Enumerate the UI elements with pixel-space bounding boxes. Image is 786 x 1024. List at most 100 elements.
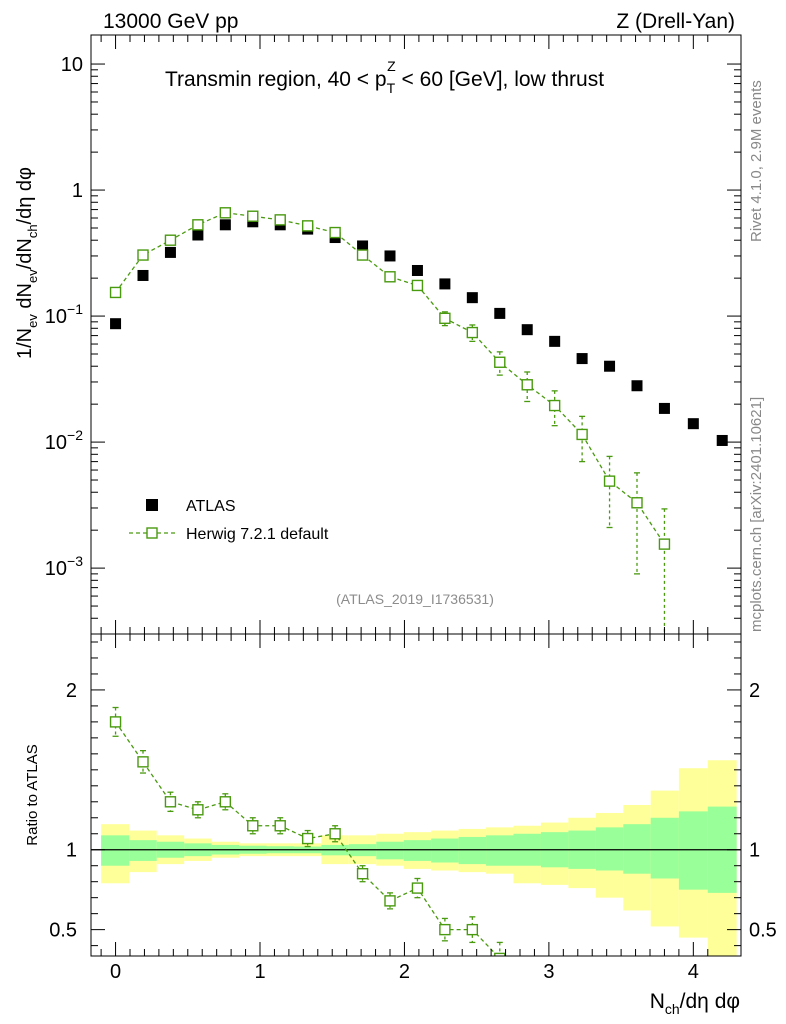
ratio-data-point (164, 796, 177, 808)
stat-uncertainty-band (595, 827, 624, 871)
x-axis-label: Nch/dη dφ (650, 990, 740, 1017)
ylabel-part-3: ev (25, 269, 40, 283)
stat-uncertainty-band (376, 841, 404, 860)
ratio-axis-ticks (91, 634, 741, 956)
ratio-tick-labels: 0.5 0.5 1 1 2 2 0 1 2 3 4 (49, 680, 777, 983)
ylabel-part-5: ch (25, 224, 40, 238)
atlas-data-point (110, 318, 122, 330)
atlas-data-point (716, 434, 728, 446)
collision-energy-label: 13000 GeV pp (103, 10, 238, 33)
main-data-layer (109, 207, 728, 634)
stat-uncertainty-band (101, 835, 130, 866)
analysis-label: (ATLAS_2019_I1736531) (336, 591, 494, 607)
main-title: Transmin region, 40 < pTZ < 60 [GeV], lo… (165, 58, 604, 96)
ratio-data-point (384, 895, 396, 907)
main-y-tick-label: 10−3 (45, 553, 83, 580)
ratio-data-point (329, 828, 341, 840)
rivet-version-label: Rivet 4.1.0, 2.9M events (748, 80, 765, 242)
legend-atlas-marker (146, 499, 158, 511)
atlas-data-point (658, 402, 670, 414)
xlabel-part-2: /dη dφ (680, 990, 740, 1013)
ratio-data-point (192, 804, 204, 816)
herwig-data-point (603, 475, 616, 487)
x-tick-label: 0 (110, 961, 121, 983)
herwig-data-point (631, 497, 643, 509)
ratio-data-point (439, 923, 451, 936)
herwig-data-point (521, 379, 533, 391)
main-title-sup: Z (387, 58, 396, 74)
ratio-data-point (411, 882, 424, 894)
ratio-panel-frame (90, 633, 742, 957)
ratio-data-point (494, 952, 506, 956)
ratio-data-point (274, 820, 286, 832)
atlas-data-point (576, 353, 588, 365)
herwig-data-point (548, 399, 561, 412)
main-title-prefix: Transmin region, 40 < p (165, 68, 387, 91)
x-tick-label: 3 (543, 961, 554, 983)
tick-exponent: −1 (67, 301, 83, 317)
ylabel-part-1: ev (25, 314, 40, 328)
atlas-data-point (466, 292, 478, 304)
atlas-data-point (631, 380, 643, 392)
herwig-data-point (356, 249, 369, 261)
ratio-y-tick-label-left: 2 (66, 680, 77, 702)
ratio-data-point (466, 923, 479, 936)
main-y-axis-label: 1/Nev dNev/dNch/dη dφ (14, 167, 40, 359)
atlas-data-point (439, 278, 451, 290)
herwig-data-point (466, 326, 479, 339)
ylabel-part-2: dN (14, 283, 36, 314)
herwig-data-point (658, 538, 671, 550)
ratio-data-point (109, 716, 122, 728)
stat-uncertainty-band (129, 840, 157, 861)
ratio-y-tick-label-left: 1 (66, 840, 77, 862)
mcplots-source-label: mcplots.cern.ch [arXiv:2401.10621] (748, 397, 765, 632)
ylabel-part-6: /dη dφ (14, 167, 36, 224)
ratio-y-tick-label-left: 0.5 (49, 920, 77, 942)
tick-base: 10 (45, 306, 67, 328)
herwig-data-point (274, 214, 286, 226)
atlas-data-point (549, 335, 561, 347)
herwig-data-point (137, 249, 149, 261)
stat-uncertainty-band (403, 840, 432, 861)
main-y-tick-label: 1 (72, 180, 83, 202)
ratio-data-layer (91, 706, 741, 956)
herwig-data-point (439, 312, 451, 325)
main-y-tick-label: 10−2 (45, 427, 83, 454)
main-title-sub: T (387, 80, 396, 96)
tick-base: 10 (45, 558, 67, 580)
main-title-suffix: < 60 [GeV], low thrust (396, 68, 605, 91)
ylabel-part-0: 1/N (14, 328, 36, 359)
stat-uncertainty-band (678, 811, 708, 890)
herwig-data-point (411, 279, 424, 292)
atlas-data-point (219, 219, 231, 231)
ylabel-part-4: /dN (14, 238, 36, 269)
x-tick-label: 2 (399, 961, 410, 983)
herwig-data-point (494, 356, 506, 368)
tick-exponent: −2 (67, 427, 83, 443)
atlas-data-point (521, 324, 533, 336)
stat-uncertainty-band (650, 817, 679, 879)
main-axis-ticks (91, 35, 741, 635)
stat-uncertainty-band (458, 836, 487, 865)
legend-atlas-label: ATLAS (186, 498, 236, 515)
tick-base: 10 (45, 432, 67, 454)
xlabel-part-0: N (650, 990, 665, 1013)
atlas-data-point (137, 269, 149, 281)
xlabel-part-1: ch (665, 1001, 680, 1017)
atlas-data-point (604, 360, 616, 372)
legend-herwig-label: Herwig 7.2.1 default (186, 526, 329, 543)
herwig-data-point (247, 210, 259, 222)
atlas-data-point (411, 264, 423, 276)
legend-herwig-marker (146, 527, 158, 539)
atlas-data-point (192, 229, 204, 241)
stat-uncertainty-band (486, 835, 514, 866)
herwig-series-line (115, 212, 665, 545)
ratio-panel: 0.5 0.5 1 1 2 2 0 1 2 3 4 Ratio to ATLAS Nch/dη dφ (24, 633, 777, 1017)
tick-exponent: −3 (67, 553, 83, 569)
herwig-data-point (219, 207, 232, 219)
stat-uncertainty-band (623, 824, 651, 874)
ratio-data-point (301, 832, 314, 845)
